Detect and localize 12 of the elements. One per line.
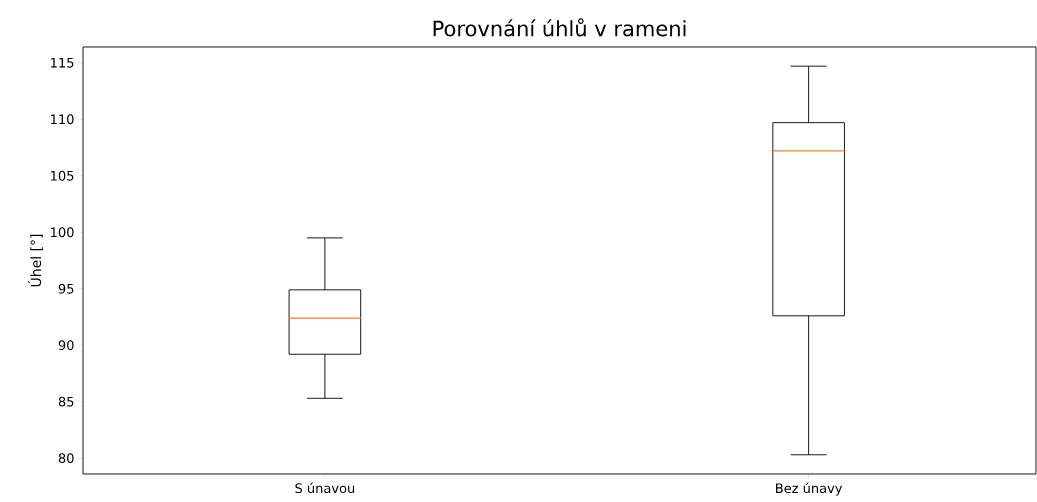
y-tick-label: 85: [58, 396, 74, 407]
y-tick-label: 95: [58, 283, 74, 294]
y-tick-label: 100: [51, 227, 74, 238]
y-tick-label: 115: [51, 57, 74, 68]
y-tick-label: 80: [58, 453, 74, 464]
chart-title: Porovnání úhlů v rameni: [433, 18, 686, 37]
y-tick-label: 105: [51, 170, 74, 181]
y-tick-label: 110: [51, 114, 74, 125]
y-tick-label: 90: [58, 340, 74, 351]
x-tick-label: Bez únavy: [776, 482, 843, 496]
x-tick-label: S únavou: [295, 482, 355, 494]
y-axis-title: Úhel [°]: [27, 234, 43, 287]
